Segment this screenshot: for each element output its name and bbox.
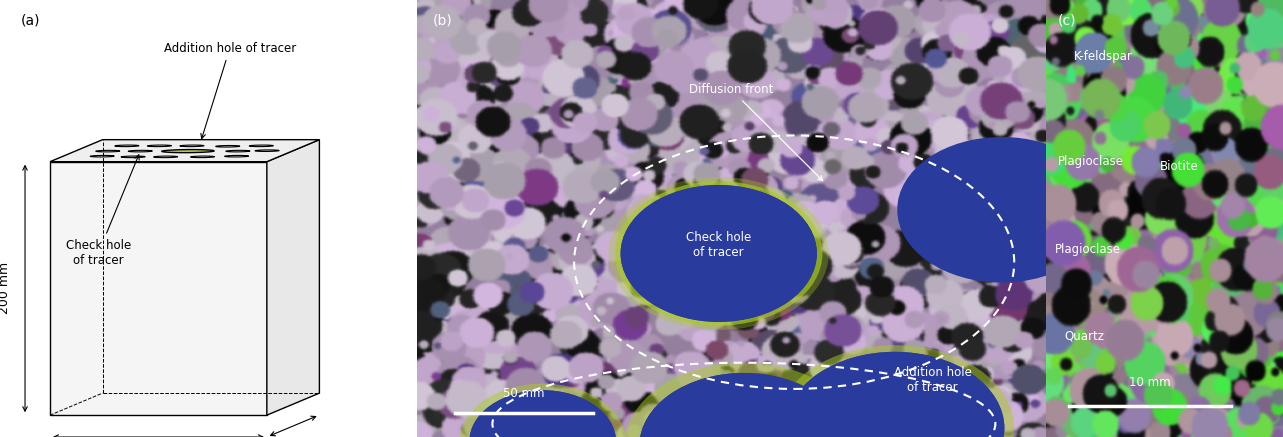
Circle shape [775,345,1014,437]
Circle shape [640,374,848,437]
Text: 50 mm: 50 mm [503,387,544,400]
Text: 10 mm: 10 mm [1129,376,1171,389]
Circle shape [786,353,1003,437]
Circle shape [640,374,848,437]
Text: Addition hole
of tracer: Addition hole of tracer [893,366,971,394]
Circle shape [786,353,1003,437]
Circle shape [459,384,626,437]
Text: Diffusion front: Diffusion front [689,83,822,180]
Text: (c): (c) [1057,13,1076,27]
Polygon shape [50,162,267,415]
Text: Quartz: Quartz [1065,330,1105,343]
Text: Addition hole of tracer: Addition hole of tracer [163,42,296,139]
Text: K-feldspar: K-feldspar [1074,50,1133,63]
Text: Check hole
of tracer: Check hole of tracer [65,155,139,267]
Circle shape [608,177,829,330]
Circle shape [470,391,616,437]
Polygon shape [162,149,214,153]
Text: 200 mm: 200 mm [0,262,10,315]
Text: (a): (a) [21,13,40,27]
Circle shape [621,186,816,321]
Text: Biotite: Biotite [1160,160,1198,173]
Circle shape [898,138,1106,282]
Text: Plagioclase: Plagioclase [1057,155,1124,168]
Text: (b): (b) [432,13,453,27]
Circle shape [470,391,616,437]
Polygon shape [50,140,319,162]
Circle shape [621,186,816,321]
Text: Check hole
of tracer: Check hole of tracer [686,231,752,259]
Text: Plagioclase: Plagioclase [1056,243,1121,256]
Circle shape [615,181,822,326]
Polygon shape [267,140,319,415]
Circle shape [625,363,863,437]
